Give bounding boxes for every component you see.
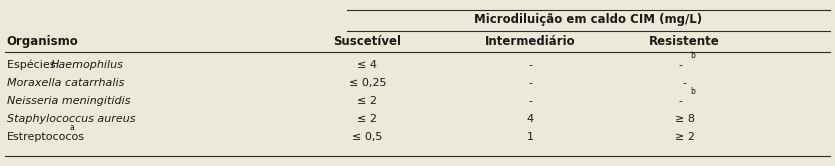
Text: ≤ 2: ≤ 2 [357, 96, 377, 106]
Text: -: - [529, 96, 532, 106]
Text: Moraxella catarrhalis: Moraxella catarrhalis [7, 78, 124, 88]
Text: Haemophilus: Haemophilus [51, 60, 124, 70]
Text: Estreptococos: Estreptococos [7, 132, 84, 142]
Text: -: - [529, 60, 532, 70]
Text: Staphylococcus aureus: Staphylococcus aureus [7, 114, 135, 124]
Text: -: - [679, 96, 683, 106]
Text: ≤ 0,25: ≤ 0,25 [349, 78, 386, 88]
Text: b: b [691, 51, 695, 60]
Text: ≥ 8: ≥ 8 [675, 114, 695, 124]
Text: ≤ 0,5: ≤ 0,5 [352, 132, 382, 142]
Text: 1: 1 [527, 132, 534, 142]
Text: ≥ 2: ≥ 2 [675, 132, 695, 142]
Text: ≤ 2: ≤ 2 [357, 114, 377, 124]
Text: b: b [691, 87, 695, 96]
Text: Microdiluição em caldo CIM (mg/L): Microdiluição em caldo CIM (mg/L) [474, 13, 702, 27]
Text: Suscetível: Suscetível [333, 36, 402, 48]
Text: -: - [683, 78, 686, 88]
Text: Organismo: Organismo [7, 36, 78, 48]
Text: 4: 4 [527, 114, 534, 124]
Text: Intermediário: Intermediário [485, 36, 575, 48]
Text: ≤ 4: ≤ 4 [357, 60, 377, 70]
Text: a: a [69, 124, 74, 132]
Text: -: - [679, 60, 683, 70]
Text: Neisseria meningitidis: Neisseria meningitidis [7, 96, 130, 106]
Text: Espécies: Espécies [7, 60, 58, 70]
Text: -: - [529, 78, 532, 88]
Text: Resistente: Resistente [650, 36, 720, 48]
